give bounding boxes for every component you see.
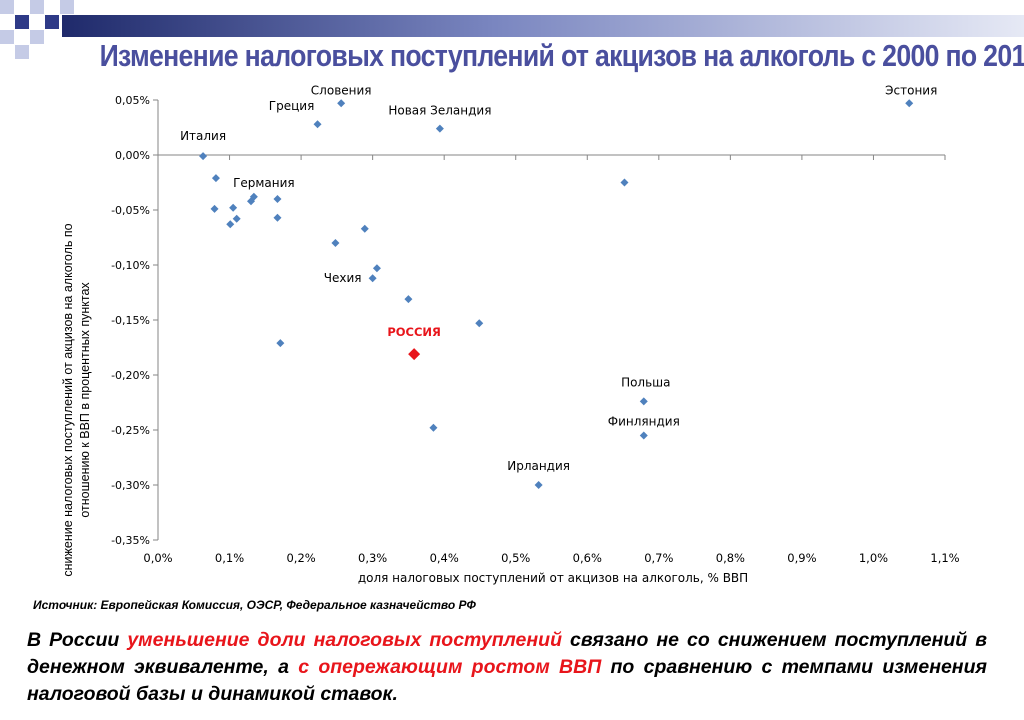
point-label: Ирландия (507, 459, 570, 473)
x-tick-label: 0,2% (286, 551, 315, 565)
data-point (639, 397, 648, 406)
data-point (534, 481, 543, 489)
x-tick-label: 1,0% (859, 551, 888, 565)
y-tick-label: 0,05% (115, 94, 150, 107)
x-tick-label: 0,4% (430, 551, 459, 565)
data-point (210, 204, 219, 213)
deco-square (0, 0, 14, 14)
point-label: Германия (233, 176, 295, 190)
decorative-corner-squares (0, 0, 80, 60)
data-point (331, 239, 340, 247)
x-tick-label: 0,3% (358, 551, 387, 565)
deco-square (30, 30, 44, 44)
source-note: Источник: Европейская Комиссия, ОЭСР, Фе… (33, 598, 476, 612)
deco-square (30, 0, 44, 14)
data-point (232, 214, 241, 223)
data-point (313, 120, 322, 129)
y-tick-label: 0,00% (115, 149, 150, 162)
point-label: Италия (180, 129, 226, 143)
y-axis-label-line2: отношению к ВВП в процентных пунктах (78, 282, 92, 518)
deco-square (45, 15, 59, 29)
data-point (276, 339, 285, 348)
x-tick-label: 0,6% (573, 551, 602, 565)
y-tick-label: -0,25% (111, 424, 150, 437)
point-label: Словения (311, 83, 372, 97)
point-label: Греция (269, 99, 315, 113)
data-point (404, 295, 413, 304)
data-point (620, 178, 629, 187)
conclusion-part-3: по сравнению с темпами изменения налогов… (27, 656, 987, 705)
point-label: РОССИЯ (387, 325, 441, 339)
data-point (435, 124, 444, 133)
highlight-point (408, 348, 421, 361)
data-point (429, 423, 438, 432)
x-tick-label: 0,5% (501, 551, 530, 565)
y-tick-label: -0,20% (111, 369, 150, 382)
deco-square (15, 15, 29, 29)
y-axis-label-line1: снижение налоговых поступлений от акцизо… (61, 223, 75, 576)
point-label: Чехия (324, 271, 362, 285)
data-point (372, 264, 381, 273)
data-point (337, 99, 346, 108)
deco-square (60, 0, 74, 14)
data-point (226, 220, 235, 229)
header-gradient-bar (62, 15, 1024, 37)
data-point (229, 203, 238, 212)
x-tick-label: 1,1% (930, 551, 959, 565)
data-point (211, 174, 220, 183)
data-point (199, 152, 208, 161)
data-point (639, 431, 648, 440)
x-tick-label: 0,1% (215, 551, 244, 565)
conclusion-part-1: В России (27, 629, 128, 651)
data-point (905, 99, 914, 108)
data-point (475, 319, 484, 328)
deco-square (15, 45, 29, 59)
y-tick-label: -0,05% (111, 204, 150, 217)
y-tick-label: -0,30% (111, 479, 150, 492)
point-label: Финляндия (608, 415, 680, 429)
chart-point-labels: Словения Греция Новая Зеландия Эстония Итали… (180, 83, 937, 473)
chart-points (199, 99, 914, 489)
conclusion-text: В России уменьшение доли налоговых посту… (27, 627, 987, 708)
data-point (273, 195, 282, 203)
y-tick-label: -0,15% (111, 314, 150, 327)
data-point (360, 224, 369, 233)
y-tick-label: -0,35% (111, 534, 150, 547)
conclusion-highlight-2: с опережающим ростом ВВП (298, 656, 602, 678)
x-tick-label: 0,7% (644, 551, 673, 565)
x-tick-label: 0,8% (716, 551, 745, 565)
conclusion-part-2: связано не со снижением поступлений в де… (27, 629, 987, 678)
data-point (249, 192, 258, 201)
x-tick-label: 0,0% (143, 551, 172, 565)
point-label: Эстония (885, 83, 937, 97)
point-label: Новая Зеландия (388, 104, 491, 118)
y-tick-label: -0,10% (111, 259, 150, 272)
chart-axes: 0,05% 0,00% -0,05% -0,10% -0,15% -0,20% -0,25%… (111, 94, 960, 565)
conclusion-highlight-1: уменьшение доли налоговых поступлений (127, 629, 562, 651)
data-point (273, 213, 282, 222)
deco-square (0, 30, 14, 44)
data-point (368, 274, 377, 283)
point-label: Польша (621, 375, 670, 389)
x-tick-label: 0,9% (787, 551, 816, 565)
x-axis-label: доля налоговых поступлений от акцизов на… (358, 571, 748, 585)
slide-title: Изменение налоговых поступлений от акциз… (99, 38, 1024, 73)
scatter-chart: 0,05% 0,00% -0,05% -0,10% -0,15% -0,20% -0,25%… (61, 83, 960, 585)
